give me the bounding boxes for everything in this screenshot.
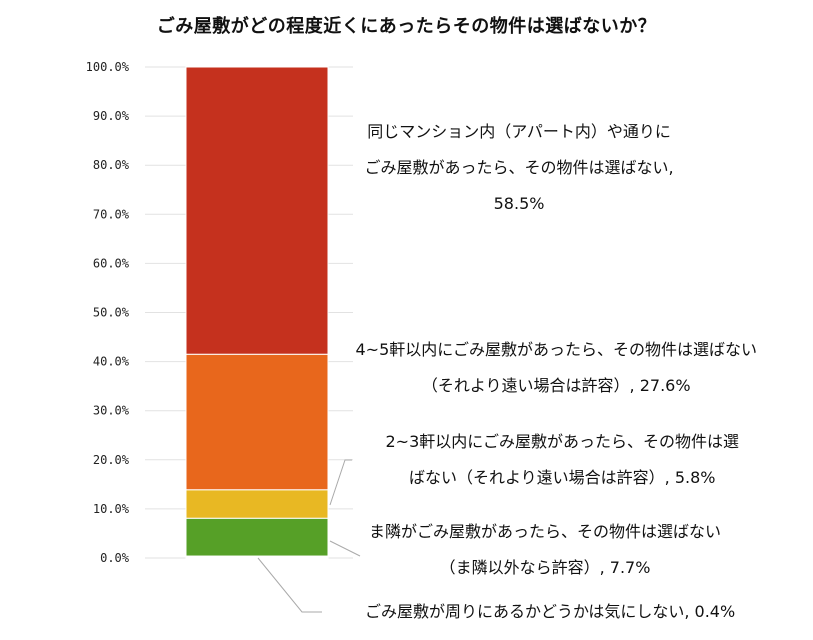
y-tick-label: 60.0% [93,256,130,270]
leader-line-0 [257,557,322,613]
y-tick-label: 30.0% [93,404,130,418]
data-label-line: （それより遠い場合は許容）, 27.6% [421,376,691,395]
bar-segment-4 [185,66,329,355]
y-tick-label: 40.0% [93,355,130,369]
y-tick-label: 50.0% [93,306,130,320]
y-tick-label: 100.0% [86,60,130,74]
data-label-line: ま隣がごみ屋敷があったら、その物件は選ばない [369,522,722,541]
leader-line-2 [329,459,352,506]
y-tick-label: 80.0% [93,158,130,172]
data-label-line: ごみ屋敷があったら、その物件は選ばない, [364,158,674,177]
data-label-0: ごみ屋敷が周りにあるかどうかは気にしない, 0.4% [365,594,735,630]
chart-title: ごみ屋敷がどの程度近くにあったらその物件は選ばないか？ [156,16,657,37]
data-label-line: ばない（それより遠い場合は許容）, 5.8% [408,468,716,487]
y-tick-label: 20.0% [93,453,130,467]
data-label-line: 同じマンション内（アパート内）や通りに [367,122,671,141]
bar-segment-2 [185,489,329,519]
data-label-2: 2~3軒以内にごみ屋敷があったら、その物件は選 ばない（それより遠い場合は許容）,… [386,424,739,496]
data-label-3: 4~5軒以内にごみ屋敷があったら、その物件は選ばない （それより遠い場合は許容）,… [356,332,757,404]
y-tick-label: 10.0% [93,502,130,516]
data-label-line: 4~5軒以内にごみ屋敷があったら、その物件は選ばない [355,340,757,359]
data-label-1: ま隣がごみ屋敷があったら、その物件は選ばない （ま隣以外なら許容）, 7.7% [369,514,721,586]
y-tick-label: 70.0% [93,207,130,221]
leader-line-1 [329,540,361,557]
bar-segment-3 [185,353,329,491]
data-label-4: 同じマンション内（アパート内）や通りに ごみ屋敷があったら、その物件は選ばない, 5… [365,114,674,222]
data-label-line: ごみ屋敷が周りにあるかどうかは気にしない, 0.4% [365,602,736,621]
data-label-line: 2~3軒以内にごみ屋敷があったら、その物件は選 [385,432,739,451]
data-label-line: 58.5% [493,194,545,213]
y-tick-label: 0.0% [100,551,130,565]
y-tick-label: 90.0% [93,109,130,123]
data-label-line: （ま隣以外なら許容）, 7.7% [439,558,651,577]
bar-segment-1 [185,517,329,557]
